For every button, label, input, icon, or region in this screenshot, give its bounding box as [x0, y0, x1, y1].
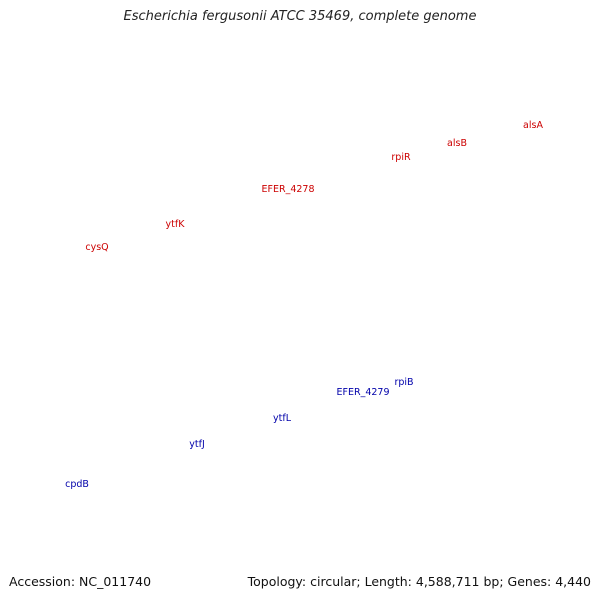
accession-text: Accession: NC_011740 [9, 574, 152, 589]
gene-label-ytfJ: ytfJ [189, 439, 205, 450]
gene-label-cysQ: cysQ [85, 242, 108, 253]
gene-label-EFER_4278: EFER_4278 [262, 184, 315, 195]
gene-label-cpdB: cpdB [65, 479, 89, 490]
map-title: Escherichia fergusonii ATCC 35469, compl… [123, 9, 477, 24]
gene-label-ytfK: ytfK [166, 219, 186, 230]
gene-label-rpiB: rpiB [394, 377, 413, 388]
gene-label-EFER_4279: EFER_4279 [337, 387, 390, 398]
gene-label-rpiR: rpiR [391, 152, 411, 163]
gene-label-alsA: alsA [523, 120, 543, 131]
gene-label-alsB: alsB [447, 138, 467, 149]
topology-summary: Topology: circular; Length: 4,588,711 bp… [247, 574, 591, 589]
gene-label-ytfL: ytfL [273, 413, 292, 424]
